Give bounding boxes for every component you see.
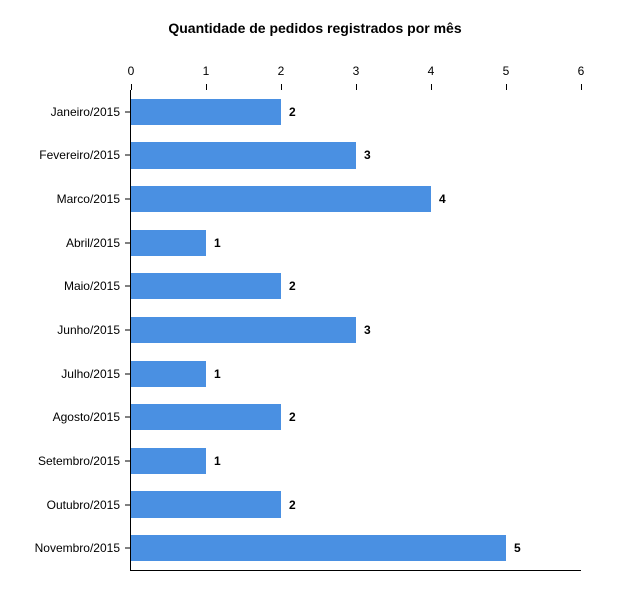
bar <box>131 273 281 299</box>
bar <box>131 361 206 387</box>
bar-row: 2 <box>131 99 296 125</box>
bar <box>131 99 281 125</box>
bar-value-label: 1 <box>214 367 221 381</box>
bar <box>131 186 431 212</box>
bar-row: 3 <box>131 317 371 343</box>
bar-row: 5 <box>131 535 521 561</box>
bar-row: 3 <box>131 142 371 168</box>
x-tick-label: 4 <box>428 64 435 78</box>
bar <box>131 491 281 517</box>
x-tick <box>131 84 132 90</box>
x-tick <box>356 84 357 90</box>
bar <box>131 404 281 430</box>
category-label: Outubro/2015 <box>0 498 120 512</box>
category-label: Marco/2015 <box>0 192 120 206</box>
bar <box>131 448 206 474</box>
chart-container: Quantidade de pedidos registrados por mê… <box>0 0 630 605</box>
bar-row: 2 <box>131 404 296 430</box>
x-tick-label: 3 <box>353 64 360 78</box>
x-tick-label: 0 <box>128 64 135 78</box>
category-label: Fevereiro/2015 <box>0 148 120 162</box>
chart-title: Quantidade de pedidos registrados por mê… <box>0 20 630 36</box>
category-label: Junho/2015 <box>0 323 120 337</box>
bar <box>131 535 506 561</box>
x-tick <box>581 84 582 90</box>
x-tick-label: 6 <box>578 64 585 78</box>
bar-value-label: 1 <box>214 454 221 468</box>
category-label: Julho/2015 <box>0 367 120 381</box>
bar-row: 2 <box>131 491 296 517</box>
bar <box>131 317 356 343</box>
x-tick <box>431 84 432 90</box>
category-label: Janeiro/2015 <box>0 105 120 119</box>
x-tick <box>206 84 207 90</box>
bar-row: 2 <box>131 273 296 299</box>
bar-value-label: 2 <box>289 410 296 424</box>
x-tick <box>506 84 507 90</box>
bar-value-label: 5 <box>514 541 521 555</box>
x-tick-label: 5 <box>503 64 510 78</box>
bar-value-label: 2 <box>289 279 296 293</box>
category-label: Agosto/2015 <box>0 410 120 424</box>
bar-row: 4 <box>131 186 446 212</box>
bar-value-label: 1 <box>214 236 221 250</box>
x-tick-label: 1 <box>203 64 210 78</box>
x-tick <box>281 84 282 90</box>
bar <box>131 142 356 168</box>
x-tick-label: 2 <box>278 64 285 78</box>
bar-value-label: 2 <box>289 105 296 119</box>
bar <box>131 230 206 256</box>
bar-row: 1 <box>131 230 221 256</box>
bar-value-label: 4 <box>439 192 446 206</box>
bar-row: 1 <box>131 361 221 387</box>
bar-value-label: 3 <box>364 148 371 162</box>
category-label: Setembro/2015 <box>0 454 120 468</box>
category-label: Maio/2015 <box>0 279 120 293</box>
bar-row: 1 <box>131 448 221 474</box>
plot-area: 012345623412312125 <box>130 90 581 571</box>
category-label: Novembro/2015 <box>0 541 120 555</box>
bar-value-label: 2 <box>289 498 296 512</box>
category-label: Abril/2015 <box>0 236 120 250</box>
bar-value-label: 3 <box>364 323 371 337</box>
